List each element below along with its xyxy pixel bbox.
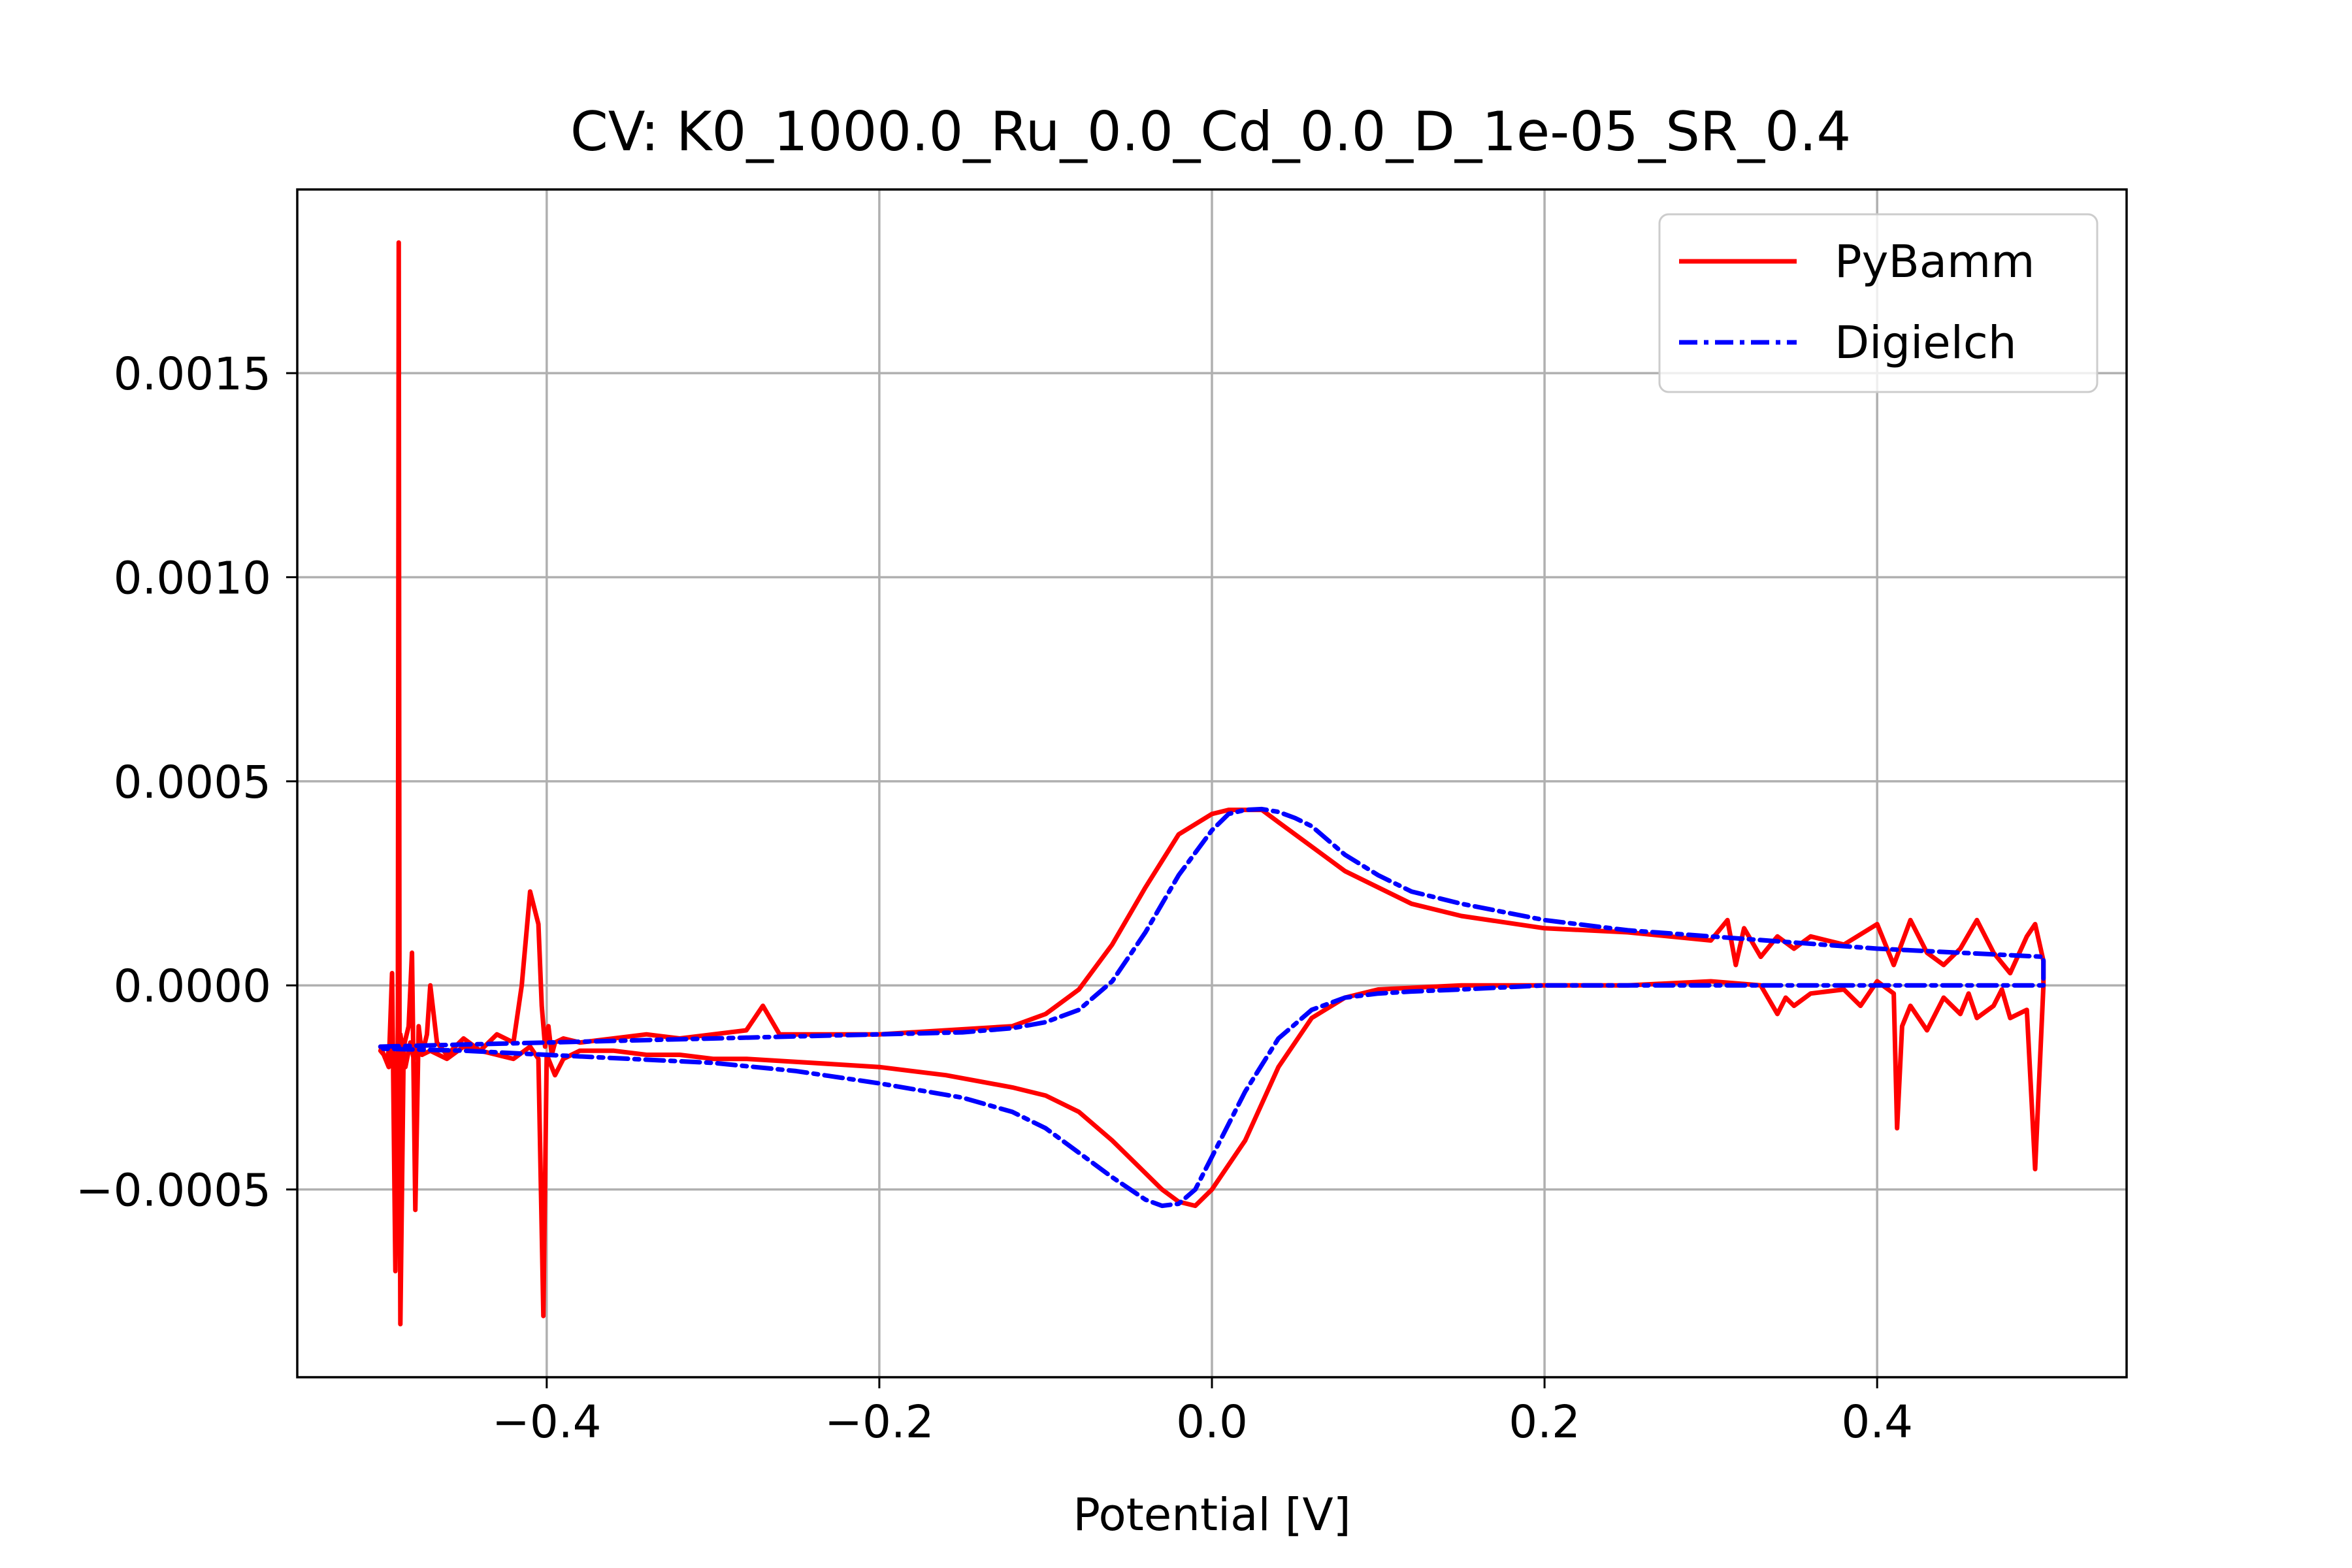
y-tick-label: 0.0015 — [114, 348, 271, 400]
y-tick-label: −0.0005 — [76, 1165, 271, 1217]
legend: PyBamm Digielch — [1658, 213, 2099, 393]
x-tick-label: 0.4 — [1841, 1396, 1913, 1448]
y-tick-label: 0.0010 — [114, 553, 271, 605]
x-tick-label: −0.4 — [492, 1396, 602, 1448]
legend-label-pybamm: PyBamm — [1835, 236, 2035, 288]
legend-box — [1658, 213, 2099, 393]
chart-title: CV: K0_1000.0_Ru_0.0_Cd_0.0_D_1e-05_SR_0… — [570, 100, 1851, 163]
x-tick-label: 0.0 — [1176, 1396, 1248, 1448]
series-line-pybamm — [378, 240, 2046, 1327]
x-axis-label: Potential [V] — [1073, 1489, 1350, 1541]
x-tick-label: −0.2 — [825, 1396, 934, 1448]
x-tick-label: 0.2 — [1509, 1396, 1580, 1448]
y-tick-label: 0.0000 — [114, 960, 271, 1013]
legend-label-digielch: Digielch — [1835, 317, 2017, 369]
axis-ticks: −0.4 −0.2 0.0 0.2 0.4 −0.0005 0.0000 0.0005 0.00… — [76, 348, 1913, 1448]
y-tick-label: 0.0005 — [114, 757, 271, 809]
plot-series — [378, 240, 2046, 1327]
